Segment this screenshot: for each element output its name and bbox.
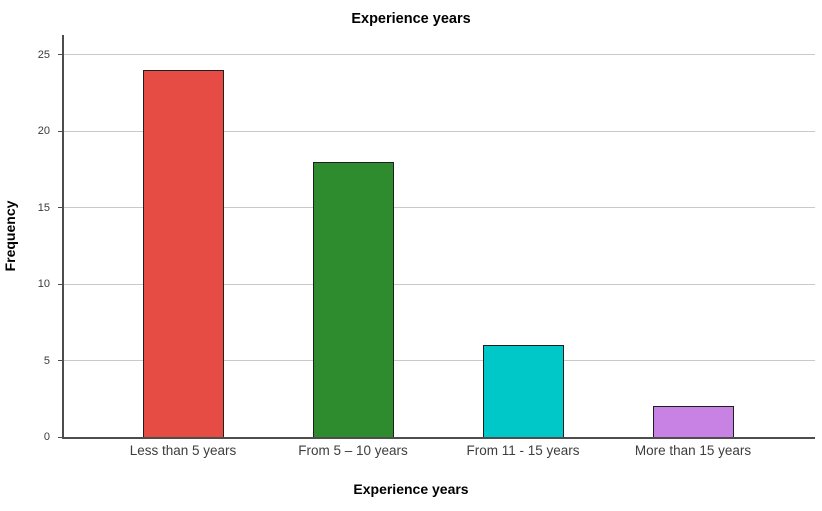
bar-more-than-15-years xyxy=(652,406,734,437)
y-axis-line xyxy=(62,35,64,437)
x-tick-label-more-than-15-years: More than 15 years xyxy=(634,443,752,458)
y-tick-mark-10 xyxy=(58,283,62,285)
y-tick-label-25: 25 xyxy=(37,48,50,61)
y-tick-label-15: 15 xyxy=(37,201,50,214)
y-tick-mark-25 xyxy=(58,54,62,56)
y-tick-mark-20 xyxy=(58,130,62,132)
gridline-y-20 xyxy=(64,130,815,132)
y-tick-label-5: 5 xyxy=(43,354,50,367)
gridline-y-10 xyxy=(64,283,815,285)
x-tick-label-less-than-5-years: Less than 5 years xyxy=(129,443,237,458)
y-tick-label-0: 0 xyxy=(43,431,50,443)
bar-from-11-15-years xyxy=(482,345,564,437)
y-axis-tick-labels: 0 5 10 15 20 25 xyxy=(0,35,56,443)
x-axis-line xyxy=(62,437,815,439)
gridline-y-15 xyxy=(64,207,815,209)
x-tick-label-from-5-10-years: From 5 – 10 years xyxy=(298,443,408,458)
x-tick-label-from-11-15-years: From 11 - 15 years xyxy=(466,443,580,458)
x-axis-title: Experience years xyxy=(353,481,469,497)
y-tick-mark-15 xyxy=(58,207,62,209)
bar-from-5-10-years xyxy=(312,161,394,437)
y-tick-label-20: 20 xyxy=(37,125,50,138)
chart-title: Experience years xyxy=(351,11,471,27)
gridline-y-5 xyxy=(64,360,815,362)
gridline-y-25 xyxy=(64,54,815,56)
x-axis-tick-labels: Less than 5 years From 5 – 10 years From 1… xyxy=(64,443,815,463)
plot-area xyxy=(58,35,815,439)
y-tick-mark-5 xyxy=(58,360,62,362)
y-tick-label-10: 10 xyxy=(37,278,50,291)
y-tick-mark-0 xyxy=(58,436,62,438)
bar-less-than-5-years xyxy=(142,70,224,437)
